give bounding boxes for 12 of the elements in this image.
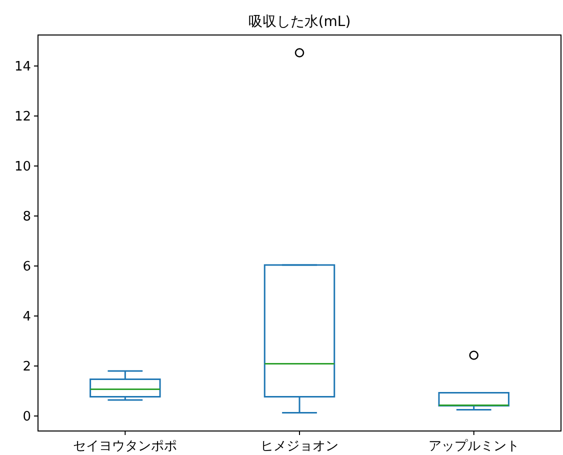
x-tick-label: ヒメジョオン — [260, 439, 338, 454]
y-tick-label: 6 — [22, 260, 31, 274]
y-tick-label: 14 — [14, 60, 31, 74]
x-tick-label: セイヨウタンポポ — [73, 439, 178, 454]
y-tick-label: 10 — [14, 160, 31, 174]
y-tick-label: 12 — [14, 110, 31, 124]
y-tick-label: 4 — [22, 310, 31, 324]
y-tick-label: 2 — [22, 360, 31, 374]
x-tick-label: アップルミント — [428, 439, 520, 454]
chart-title: 吸収した水(mL) — [248, 14, 351, 30]
y-tick-label: 0 — [22, 410, 31, 424]
y-tick-label: 8 — [22, 210, 31, 224]
